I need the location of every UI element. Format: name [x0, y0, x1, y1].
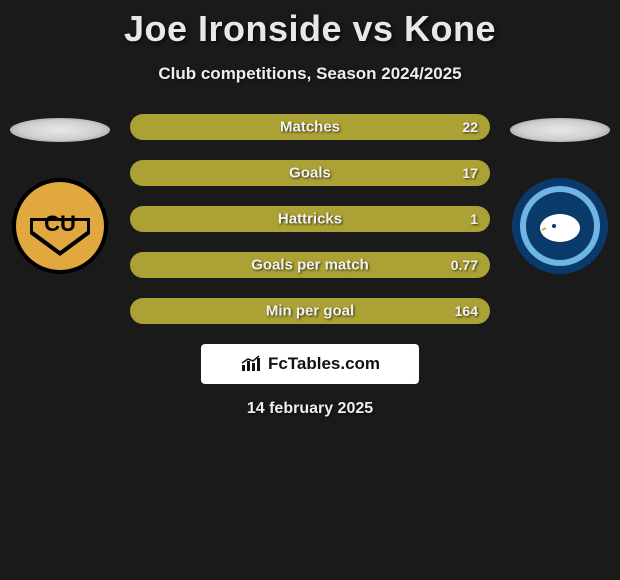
- right-avatar-placeholder: [510, 118, 610, 142]
- stat-bar: Min per goal 164: [130, 298, 490, 324]
- stat-label: Min per goal: [266, 303, 354, 320]
- stat-right-value: 1: [470, 211, 478, 227]
- stat-label: Goals per match: [251, 257, 369, 274]
- stat-bar: Goals per match 0.77: [130, 252, 490, 278]
- stat-bar: Goals 17: [130, 160, 490, 186]
- left-crest-initials: CU: [44, 211, 76, 236]
- brand-logo[interactable]: FcTables.com: [201, 344, 419, 384]
- left-team-crest: CU: [10, 176, 110, 276]
- stat-label: Matches: [280, 119, 340, 136]
- stat-right-value: 17: [462, 165, 478, 181]
- stat-right-value: 164: [455, 303, 478, 319]
- right-team-crest: [510, 176, 610, 276]
- stat-bar: Matches 22: [130, 114, 490, 140]
- left-avatar-placeholder: [10, 118, 110, 142]
- subtitle: Club competitions, Season 2024/2025: [0, 64, 620, 84]
- date-text: 14 february 2025: [0, 400, 620, 418]
- stat-right-value: 22: [462, 119, 478, 135]
- stat-label: Goals: [289, 165, 331, 182]
- brand-text: FcTables.com: [268, 354, 380, 374]
- comparison-row: CU Matches 22 Goals 17 Hattricks 1 Goals per m…: [0, 116, 620, 324]
- left-player-col: CU: [8, 116, 112, 276]
- stat-right-value: 0.77: [451, 257, 478, 273]
- page-title: Joe Ironside vs Kone: [0, 0, 620, 50]
- stat-bar: Hattricks 1: [130, 206, 490, 232]
- stats-column: Matches 22 Goals 17 Hattricks 1 Goals per matc…: [130, 114, 490, 324]
- chart-icon: [240, 355, 262, 373]
- right-player-col: [508, 116, 612, 276]
- stat-label: Hattricks: [278, 211, 342, 228]
